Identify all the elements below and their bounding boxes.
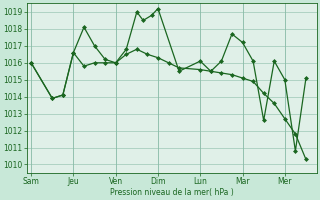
X-axis label: Pression niveau de la mer( hPa ): Pression niveau de la mer( hPa ) [110, 188, 234, 197]
